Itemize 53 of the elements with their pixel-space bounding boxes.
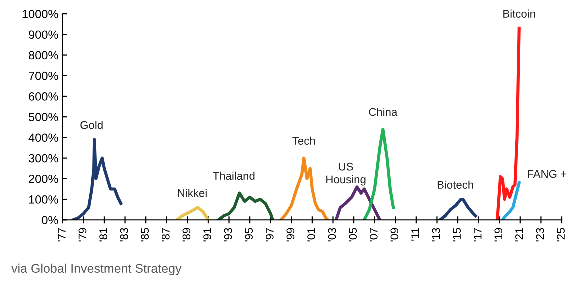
x-tick-label: '77 (58, 228, 66, 242)
x-tick-label: '91 (204, 228, 212, 242)
y-tick-label: 900% (29, 30, 58, 40)
y-tick-label: 500% (29, 113, 58, 122)
x-tick-label: '03 (328, 228, 336, 242)
x-tick-label: '83 (120, 228, 128, 242)
x-tick-label: '25 (557, 228, 565, 242)
x-tick-label: '97 (266, 228, 274, 242)
x-tick-label: '13 (432, 228, 440, 242)
y-tick-label: 600% (29, 92, 58, 101)
y-tick-label: 100% (29, 196, 58, 204)
x-tick-label: '95 (245, 228, 254, 242)
line-series (496, 26, 521, 220)
x-tick-label: '17 (474, 228, 482, 242)
x-tick-label: '19 (494, 228, 503, 242)
y-tick-label: 0% (42, 216, 58, 225)
y-tick-label: 300% (28, 154, 58, 163)
line-series (501, 182, 521, 220)
y-tick-label: 1000% (22, 10, 58, 18)
x-tick-label: '21 (516, 228, 524, 242)
x-tick-label: '15 (453, 228, 461, 242)
x-tick-label: '11 (412, 228, 420, 241)
y-tick-label: 400% (28, 134, 58, 142)
line-series (72, 138, 123, 220)
series-label: Nikkei (178, 189, 207, 198)
x-tick-label: '85 (141, 228, 150, 242)
series-label: Gold (80, 121, 103, 130)
x-tick-label: '79 (78, 228, 87, 242)
x-tick-label: '99 (286, 228, 295, 242)
x-tick-label: '09 (390, 228, 399, 242)
x-tick-label: '23 (536, 228, 544, 242)
line-series (334, 186, 382, 220)
x-tick-label: '89 (182, 228, 191, 242)
series-label: Bitcoin (504, 10, 536, 18)
x-tick-label: '07 (370, 228, 378, 242)
series-label: FANG + (528, 170, 567, 178)
y-tick-label: 200% (29, 174, 58, 184)
series-label: Tech (292, 136, 316, 145)
x-tick-label: '87 (162, 228, 170, 242)
series-label: Thailand (213, 172, 255, 180)
x-tick-label: '81 (100, 228, 108, 242)
line-series (438, 198, 478, 220)
line-series (217, 192, 274, 220)
x-tick-label: '01 (308, 228, 316, 242)
text: via Global Investment Strategy (12, 264, 182, 276)
series-label: US Housing (326, 162, 366, 186)
line-series (176, 206, 210, 220)
y-tick-label: 800% (29, 51, 58, 60)
x-tick-label: '93 (224, 228, 232, 242)
series-label: China (369, 108, 398, 116)
series-label: Biotech (438, 180, 474, 189)
y-tick-label: 700% (29, 72, 58, 80)
x-tick-label: '05 (349, 228, 358, 242)
